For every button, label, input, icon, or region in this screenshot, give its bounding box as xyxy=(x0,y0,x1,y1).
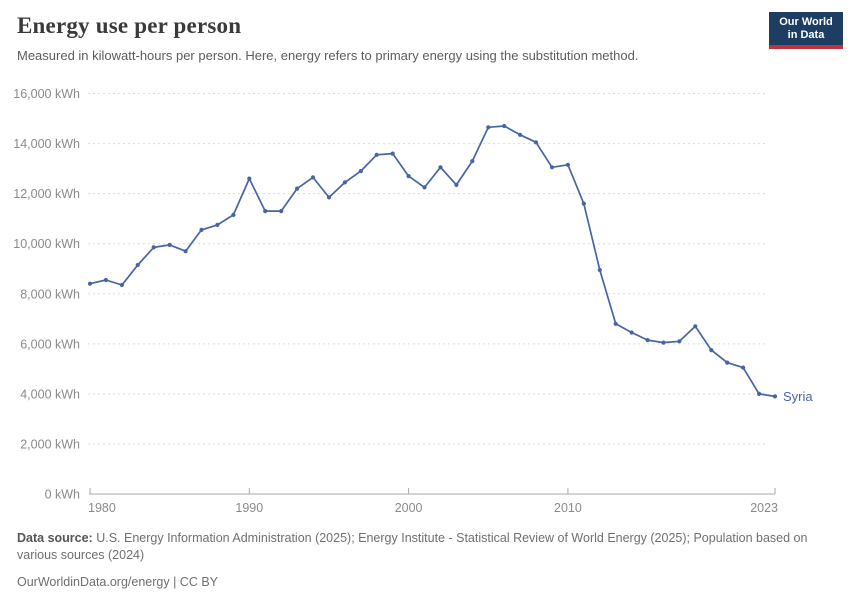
data-point[interactable] xyxy=(645,338,650,343)
data-point[interactable] xyxy=(661,340,666,345)
series-label-syria[interactable]: Syria xyxy=(783,389,813,404)
data-point[interactable] xyxy=(709,348,714,353)
data-point[interactable] xyxy=(772,394,778,399)
data-source-label: Data source: xyxy=(17,531,93,545)
y-tick-label: 8,000 kWh xyxy=(20,287,80,301)
y-tick-label: 0 kWh xyxy=(45,488,80,502)
data-point[interactable] xyxy=(199,227,204,232)
data-point[interactable] xyxy=(454,182,459,187)
y-tick-label: 2,000 kWh xyxy=(20,437,80,451)
citation-link[interactable]: OurWorldinData.org/energy | CC BY xyxy=(17,575,219,589)
data-point[interactable] xyxy=(342,180,347,185)
owid-logo[interactable]: Our World in Data xyxy=(769,12,843,49)
data-point[interactable] xyxy=(613,321,618,326)
data-point[interactable] xyxy=(581,201,586,206)
data-point[interactable] xyxy=(326,195,332,200)
data-point[interactable] xyxy=(470,159,475,164)
x-tick-label: 2010 xyxy=(554,501,582,515)
data-point[interactable] xyxy=(103,277,108,283)
data-point[interactable] xyxy=(310,175,316,180)
y-tick-label: 6,000 kWh xyxy=(20,337,80,351)
data-point[interactable] xyxy=(438,165,443,170)
data-point[interactable] xyxy=(358,169,363,174)
y-tick-label: 4,000 kWh xyxy=(20,387,80,401)
owid-logo-stripe xyxy=(769,45,843,49)
data-point[interactable] xyxy=(151,245,156,250)
data-point[interactable] xyxy=(757,391,762,396)
data-point[interactable] xyxy=(677,339,682,344)
data-point[interactable] xyxy=(725,360,730,365)
data-point[interactable] xyxy=(549,165,555,170)
data-point[interactable] xyxy=(167,242,172,247)
y-tick-label: 12,000 kWh xyxy=(13,187,80,201)
data-point[interactable] xyxy=(295,186,300,191)
data-point[interactable] xyxy=(406,174,411,179)
data-point[interactable] xyxy=(486,125,491,130)
data-point[interactable] xyxy=(533,140,539,145)
x-tick-label: 1980 xyxy=(88,501,116,515)
chart-subtitle: Measured in kilowatt-hours per person. H… xyxy=(17,48,639,63)
y-tick-label: 14,000 kWh xyxy=(13,137,80,151)
owid-logo-text: Our World in Data xyxy=(769,12,843,45)
data-line-syria[interactable] xyxy=(89,125,776,398)
data-point[interactable] xyxy=(565,162,571,167)
x-tick-label: 2000 xyxy=(395,501,423,515)
data-point[interactable] xyxy=(693,324,698,329)
data-point[interactable] xyxy=(629,330,634,335)
data-point[interactable] xyxy=(518,132,523,137)
data-point[interactable] xyxy=(741,365,746,370)
data-source-text: U.S. Energy Information Administration (… xyxy=(17,531,808,562)
y-tick-label: 16,000 kWh xyxy=(13,87,80,101)
data-point[interactable] xyxy=(135,262,140,268)
x-tick-label: 2023 xyxy=(750,501,778,515)
data-point[interactable] xyxy=(390,151,395,156)
data-point[interactable] xyxy=(87,281,93,286)
data-point[interactable] xyxy=(247,176,252,181)
data-point[interactable] xyxy=(502,123,507,129)
x-tick-label: 1990 xyxy=(235,501,263,515)
data-point[interactable] xyxy=(279,209,284,214)
chart-header: Energy use per person Measured in kilowa… xyxy=(17,13,757,63)
data-point[interactable] xyxy=(597,267,602,273)
data-point[interactable] xyxy=(374,152,379,157)
data-point[interactable] xyxy=(119,282,124,288)
data-point[interactable] xyxy=(215,222,220,227)
data-source-line: Data source: U.S. Energy Information Adm… xyxy=(17,530,829,564)
data-point[interactable] xyxy=(231,212,236,217)
data-point[interactable] xyxy=(183,249,188,254)
data-point[interactable] xyxy=(263,209,268,214)
chart-footer: Data source: U.S. Energy Information Adm… xyxy=(17,530,829,591)
data-point[interactable] xyxy=(422,185,427,190)
chart-title: Energy use per person xyxy=(17,13,242,38)
y-tick-label: 10,000 kWh xyxy=(13,237,80,251)
